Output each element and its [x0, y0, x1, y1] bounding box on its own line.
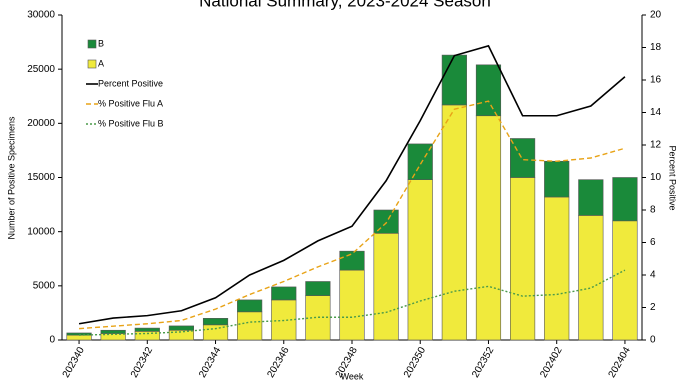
bar-segment: [134, 327, 160, 332]
bar-segment: [339, 250, 365, 271]
y2-tick-label: 20: [650, 10, 662, 21]
line-series: [79, 269, 626, 336]
bar-segment: [66, 334, 92, 341]
bar-segment: [373, 209, 399, 234]
legend-swatch: [87, 59, 97, 69]
bar-segment: [510, 177, 536, 341]
bar-segment: [202, 318, 229, 326]
x-tick-label: 202402: [538, 345, 564, 380]
x-tick-label: 202344: [197, 345, 223, 380]
bar-segment: [475, 115, 502, 341]
bar-segment: [578, 215, 604, 341]
legend-label: % Positive Flu B: [98, 118, 164, 128]
bar-segment: [544, 160, 570, 198]
y2-tick-label: 0: [650, 335, 656, 346]
bar-segment: [237, 299, 263, 313]
y-tick-label: 15000: [27, 172, 55, 183]
x-tick-label: 202342: [129, 345, 155, 380]
y-tick-label: 5000: [33, 280, 56, 291]
legend-label: B: [98, 38, 104, 48]
y2-tick-label: 2: [650, 302, 656, 313]
bar-segment: [441, 54, 467, 106]
bar-segment: [339, 269, 365, 341]
bar-segment: [407, 143, 433, 180]
bar-segment: [168, 325, 194, 331]
bar-segment: [237, 311, 263, 341]
y2-tick-label: 4: [650, 270, 656, 281]
bar-segment: [271, 286, 297, 301]
bar-segment: [441, 104, 467, 341]
line-series: [79, 100, 626, 330]
y2-tick-label: 6: [650, 237, 656, 248]
y-tick-label: 20000: [27, 118, 55, 129]
legend-label: % Positive Flu A: [98, 98, 163, 108]
bar-segment: [612, 177, 638, 222]
y2-tick-label: 14: [650, 107, 662, 118]
y2-tick-label: 18: [650, 42, 662, 53]
y-axis-title: Number of Positive Specimens: [6, 116, 16, 240]
bar-segment: [578, 179, 604, 216]
x-tick-label: 202350: [402, 345, 428, 380]
bar-segment: [407, 179, 433, 341]
y-tick-label: 0: [49, 335, 55, 346]
bar-segment: [544, 196, 570, 341]
bar-segment: [510, 138, 536, 178]
y2-tick-label: 8: [650, 205, 656, 216]
legend-label: Percent Positive: [98, 78, 163, 88]
x-tick-label: 202346: [265, 345, 291, 380]
bar-segment: [100, 329, 126, 334]
y2-tick-label: 16: [650, 75, 662, 86]
y-tick-label: 30000: [27, 10, 55, 21]
y-tick-label: 25000: [27, 64, 55, 75]
y-tick-label: 10000: [27, 226, 55, 237]
bar-segment: [305, 281, 331, 296]
bar-segment: [373, 232, 399, 341]
bar-segment: [475, 64, 502, 117]
bar-segment: [612, 220, 638, 341]
y2-tick-label: 12: [650, 140, 662, 151]
legend-swatch: [87, 39, 97, 49]
y2-tick-label: 10: [650, 172, 662, 183]
chart-title: National Summary, 2023-2024 Season: [199, 0, 491, 10]
x-tick-label: 202340: [61, 345, 87, 380]
x-tick-label: 202404: [607, 345, 633, 380]
y2-axis-title: Percent Positive: [668, 145, 678, 210]
x-tick-label: 202352: [470, 345, 496, 380]
x-axis-title: Week: [341, 371, 364, 381]
line-series: [78, 44, 626, 325]
legend-label: A: [98, 58, 104, 68]
